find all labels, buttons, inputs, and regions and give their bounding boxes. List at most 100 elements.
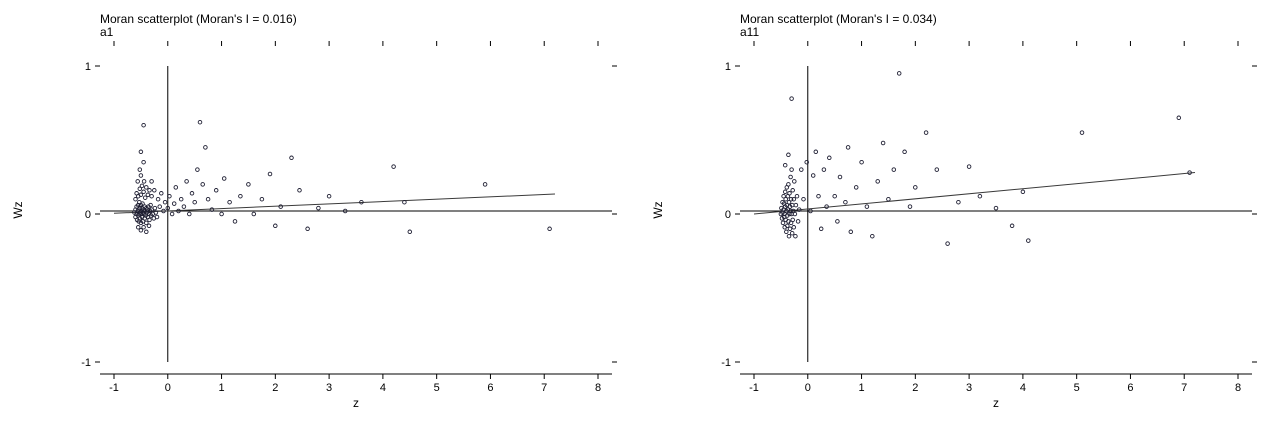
scatter-point (140, 201, 145, 206)
scatter-point (796, 207, 802, 212)
scatter-point (167, 193, 172, 199)
scatter-point (251, 211, 257, 217)
x-tick-label: 5 (1074, 382, 1080, 394)
scatter-point (246, 182, 251, 187)
scatter-point (1009, 223, 1015, 229)
chart-subtitle: a11 (740, 25, 760, 39)
scatter-point (135, 179, 140, 184)
x-tick-label: 0 (165, 382, 171, 394)
scatter-point (547, 226, 552, 232)
y-tick-label: -1 (81, 357, 91, 369)
scatter-point (845, 145, 851, 150)
scatter-point (137, 167, 143, 172)
scatter-point (795, 219, 801, 224)
scatter-point (786, 152, 791, 158)
x-tick-label: 1 (858, 382, 864, 394)
scatter-point (843, 199, 848, 205)
x-tick-label: 6 (1127, 382, 1133, 394)
scatter-point (149, 179, 154, 184)
scatter-point (902, 149, 907, 155)
scatter-point (789, 96, 794, 101)
scatter-point (289, 155, 294, 161)
moran-scatterplot-a11: Moran scatterplot (Moran's I = 0.034) a1… (640, 0, 1280, 422)
scatter-point (138, 228, 144, 233)
scatter-point (200, 182, 205, 187)
scatter-point (886, 196, 891, 202)
scatter-point (165, 205, 171, 211)
scatter-point (1020, 189, 1026, 195)
axis-ticks (95, 41, 617, 379)
scatter-point (790, 217, 795, 223)
chart-title: Moran scatterplot (Moran's I = 0.016) (100, 12, 297, 26)
scatter-point (195, 167, 200, 172)
scatter-point (181, 204, 187, 209)
scatter-point (870, 233, 875, 239)
scatter-point (189, 191, 195, 196)
scatter-point (1079, 130, 1085, 135)
x-tick-label: 2 (912, 382, 918, 394)
scatter-point (135, 225, 141, 230)
scatter-point (1187, 170, 1192, 175)
scatter-point (784, 229, 789, 235)
scatter-point (880, 140, 886, 146)
scatter-point (810, 173, 816, 178)
scatter-point (786, 182, 791, 187)
scatter-point (791, 196, 797, 202)
scatter-point (213, 188, 219, 193)
scatterplot-canvas: -1 0 1 2 3 4 5 6 7 8 -1 0 1 z Wz (651, 41, 1257, 410)
scatter-point (780, 220, 786, 226)
scatter-points (132, 119, 552, 235)
scatter-point (147, 217, 152, 223)
scatter-point (144, 229, 149, 235)
x-tick-label: 3 (966, 382, 972, 394)
scatter-point (162, 199, 168, 205)
scatter-point (316, 205, 321, 211)
scatter-points (778, 71, 1192, 246)
scatter-point (813, 149, 819, 155)
scatter-point (326, 193, 332, 199)
scatter-point (913, 185, 918, 190)
scatter-point (793, 233, 798, 239)
scatter-point (138, 192, 144, 198)
chart-title: Moran scatterplot (Moran's I = 0.034) (740, 12, 937, 26)
scatter-point (359, 199, 364, 205)
regression-fit-line (753, 172, 1196, 215)
plot-area: -1 0 1 2 3 4 5 6 7 8 -1 0 1 z Wz (11, 41, 617, 410)
scatter-point (790, 188, 795, 193)
x-tick-label: -1 (109, 382, 119, 394)
scatter-point (148, 202, 153, 208)
y-axis-label: Wz (11, 201, 25, 218)
scatter-point (238, 193, 243, 199)
scatter-point (792, 211, 798, 217)
scatter-point (267, 171, 273, 177)
scatter-point (407, 229, 413, 235)
scatter-point (804, 159, 809, 165)
scatter-point (209, 207, 215, 212)
scatter-point (152, 188, 157, 193)
scatter-point (227, 199, 232, 205)
scatter-point (783, 196, 788, 202)
scatter-point (789, 167, 794, 172)
x-tick-label: 2 (272, 382, 278, 394)
scatter-point (147, 188, 152, 193)
scatter-point (169, 211, 175, 217)
scatter-point (141, 225, 146, 230)
x-tick-label: 3 (326, 382, 332, 394)
scatter-point (808, 208, 813, 214)
axis-ticks (735, 41, 1257, 379)
scatter-point (149, 193, 154, 199)
scatter-point (482, 182, 488, 187)
scatter-point (816, 193, 821, 199)
scatter-point (859, 159, 864, 165)
x-axis-label: z (993, 396, 999, 410)
scatter-point (896, 71, 902, 76)
scatter-point (391, 164, 396, 169)
scatter-point (161, 208, 166, 214)
scatter-point (923, 130, 929, 135)
scatter-point (818, 226, 824, 232)
scatter-point (788, 196, 794, 202)
scatter-point (154, 214, 160, 220)
scatter-point (934, 167, 940, 172)
scatter-point (221, 176, 227, 181)
